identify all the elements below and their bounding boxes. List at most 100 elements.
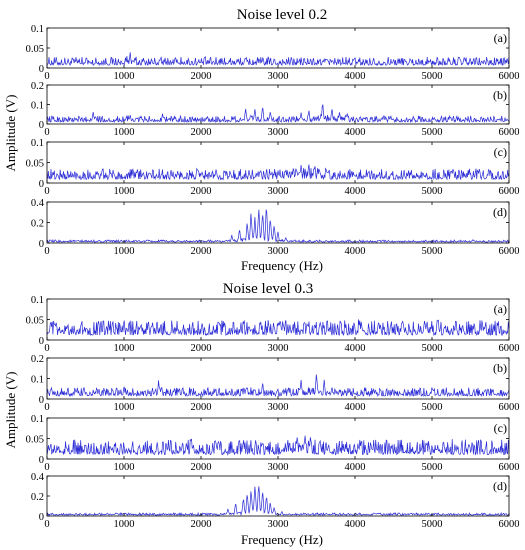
y-tick-label: 0 xyxy=(39,455,44,466)
x-tick-label: 5000 xyxy=(422,343,443,354)
x-tick-label: 5000 xyxy=(422,127,443,138)
ylabel-bottom: Amplitude (V) xyxy=(3,372,18,449)
panel-label: (a) xyxy=(494,31,507,45)
x-tick-label: 5000 xyxy=(422,519,443,530)
y-tick-label: 0.05 xyxy=(26,316,44,327)
ylabel-top: Amplitude (V) xyxy=(3,95,18,172)
x-tick-label: 0 xyxy=(44,519,49,530)
x-tick-label: 0 xyxy=(44,343,49,354)
x-tick-label: 6000 xyxy=(499,71,520,82)
x-tick-label: 0 xyxy=(44,246,49,257)
y-tick-label: 0.2 xyxy=(31,354,44,365)
x-tick-label: 6000 xyxy=(499,402,520,413)
x-tick-label: 3000 xyxy=(268,127,289,138)
y-tick-label: 0 xyxy=(39,64,44,75)
y-tick-label: 0.05 xyxy=(26,44,44,55)
x-tick-label: 1000 xyxy=(114,246,135,257)
panel-label: (b) xyxy=(493,88,507,102)
panel-bottom-b: 0 1000 2000 3000 4000 5000 6000 0 0.1 0.2 (b) xyxy=(31,354,520,413)
x-tick-label: 2000 xyxy=(191,246,212,257)
x-tick-label: 2000 xyxy=(191,402,212,413)
panel-label: (b) xyxy=(493,361,507,375)
x-tick-label: 6000 xyxy=(499,462,520,473)
panel-top-c: 0 1000 2000 3000 4000 5000 6000 0 0.05 0.1 (c) xyxy=(26,138,520,197)
x-tick-label: 1000 xyxy=(114,462,135,473)
y-tick-label: 0 xyxy=(39,239,44,250)
y-tick-label: 0.2 xyxy=(31,81,44,92)
y-tick-label: 0 xyxy=(39,120,44,131)
panel-label: (d) xyxy=(493,205,507,219)
y-tick-label: 0.1 xyxy=(31,24,44,35)
xlabel-bottom: Frequency (Hz) xyxy=(241,532,323,547)
y-tick-label: 0.1 xyxy=(31,414,44,425)
x-tick-label: 4000 xyxy=(345,71,366,82)
x-tick-label: 2000 xyxy=(191,127,212,138)
panel-label: (c) xyxy=(494,421,507,435)
x-tick-label: 2000 xyxy=(191,462,212,473)
x-tick-label: 5000 xyxy=(422,71,443,82)
panels: 0 1000 2000 3000 4000 5000 6000 0 0.05 0.1 (a) 0 100… xyxy=(26,24,520,530)
x-tick-label: 1000 xyxy=(114,519,135,530)
y-tick-label: 0.4 xyxy=(31,198,45,209)
y-tick-label: 0 xyxy=(39,395,44,406)
y-tick-label: 0.05 xyxy=(26,159,44,170)
x-tick-label: 6000 xyxy=(499,127,520,138)
x-tick-label: 3000 xyxy=(268,71,289,82)
x-tick-label: 4000 xyxy=(345,246,366,257)
y-tick-label: 0.1 xyxy=(31,295,44,306)
y-tick-label: 0.1 xyxy=(31,101,44,112)
panel-label: (d) xyxy=(493,479,507,493)
x-tick-label: 0 xyxy=(44,71,49,82)
x-tick-label: 2000 xyxy=(191,71,212,82)
x-tick-label: 1000 xyxy=(114,186,135,197)
x-tick-label: 1000 xyxy=(114,402,135,413)
signal-trace xyxy=(46,52,510,67)
x-tick-label: 4000 xyxy=(345,186,366,197)
signal-trace xyxy=(46,319,510,337)
x-tick-label: 6000 xyxy=(499,519,520,530)
signal-trace xyxy=(46,164,510,181)
panel-top-d: 0 1000 2000 3000 4000 5000 6000 0 0.2 0.4 (d) xyxy=(31,198,520,257)
y-tick-label: 0.2 xyxy=(31,492,44,503)
x-tick-label: 0 xyxy=(44,127,49,138)
x-tick-label: 6000 xyxy=(499,246,520,257)
x-tick-label: 3000 xyxy=(268,402,289,413)
x-tick-label: 5000 xyxy=(422,246,443,257)
x-tick-label: 4000 xyxy=(345,462,366,473)
x-tick-label: 4000 xyxy=(345,519,366,530)
y-tick-label: 0.1 xyxy=(31,375,44,386)
panel-top-a: 0 1000 2000 3000 4000 5000 6000 0 0.05 0.1 (a) xyxy=(26,24,520,82)
y-tick-label: 0.2 xyxy=(31,219,44,230)
y-tick-label: 0 xyxy=(39,336,44,347)
signal-trace xyxy=(46,435,510,456)
x-tick-label: 2000 xyxy=(191,343,212,354)
group-title-top: Noise level 0.2 xyxy=(237,7,327,23)
x-tick-label: 1000 xyxy=(114,127,135,138)
x-tick-label: 6000 xyxy=(499,343,520,354)
x-tick-label: 5000 xyxy=(422,402,443,413)
x-tick-label: 2000 xyxy=(191,519,212,530)
x-tick-label: 2000 xyxy=(191,186,212,197)
panel-label: (a) xyxy=(494,302,507,316)
panel-top-b: 0 1000 2000 3000 4000 5000 6000 0 0.1 0.2 (b) xyxy=(31,81,520,138)
panel-label: (c) xyxy=(494,145,507,159)
signal-trace xyxy=(46,374,510,398)
y-tick-label: 0.4 xyxy=(31,472,45,483)
x-tick-label: 3000 xyxy=(268,246,289,257)
x-tick-label: 6000 xyxy=(499,186,520,197)
panel-bottom-d: 0 1000 2000 3000 4000 5000 6000 0 0.2 0.4 (d) xyxy=(31,472,520,530)
x-tick-label: 3000 xyxy=(268,186,289,197)
y-tick-label: 0.1 xyxy=(31,138,44,149)
x-tick-label: 0 xyxy=(44,186,49,197)
y-tick-label: 0.05 xyxy=(26,435,44,446)
group-title-bottom: Noise level 0.3 xyxy=(223,281,313,297)
x-tick-label: 1000 xyxy=(114,71,135,82)
x-tick-label: 4000 xyxy=(345,127,366,138)
x-tick-label: 1000 xyxy=(114,343,135,354)
x-tick-label: 4000 xyxy=(345,402,366,413)
x-tick-label: 5000 xyxy=(422,186,443,197)
x-tick-label: 3000 xyxy=(268,462,289,473)
x-tick-label: 5000 xyxy=(422,462,443,473)
